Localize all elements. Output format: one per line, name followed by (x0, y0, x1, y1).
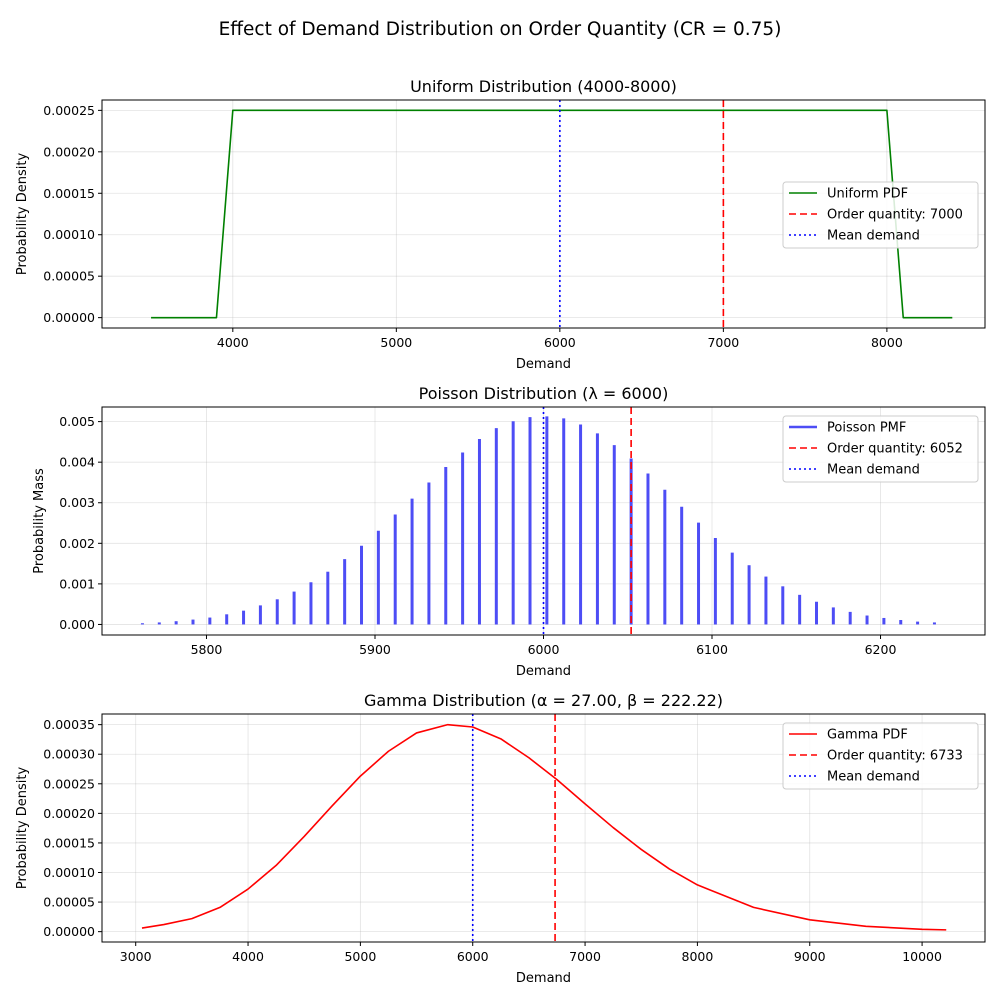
y-tick-label: 0.00025 (43, 103, 95, 118)
y-tick-label: 0.00030 (43, 747, 95, 762)
x-axis-label: Demand (516, 971, 571, 986)
y-axis-label: Probability Density (15, 153, 30, 276)
y-tick-label: 0.00000 (43, 310, 95, 325)
subplot-3: 3000 4000 5000 6000 7000 8000 9000 10000 0.00000… (15, 691, 986, 986)
y-tick-label: 0.000 (59, 617, 95, 632)
x-tick-label: 5800 (191, 642, 223, 657)
x-tick-label: 7000 (569, 949, 601, 964)
panel-title: Uniform Distribution (4000-8000) (410, 77, 677, 96)
axes-frame (101, 99, 986, 329)
axes-frame (101, 713, 986, 943)
y-tick-label: 0.00020 (43, 806, 95, 821)
legend-label: Mean demand (827, 463, 920, 478)
legend: Poisson PMF Order quantity: 6052 Mean dema… (782, 415, 979, 483)
x-tick-label: 10000 (902, 949, 942, 964)
x-tick-label: 4000 (217, 335, 249, 350)
x-tick-label: 8000 (682, 949, 714, 964)
x-tick-label: 5900 (359, 642, 391, 657)
legend: Gamma PDF Order quantity: 6733 Mean demand (782, 722, 979, 790)
legend-box (782, 181, 979, 249)
y-tick-label: 0.00005 (43, 895, 95, 910)
y-tick-label: 0.00010 (43, 865, 95, 880)
x-tick-label: 6100 (696, 642, 728, 657)
y-tick-label: 0.00035 (43, 717, 95, 732)
x-tick-label: 6200 (865, 642, 897, 657)
legend: Uniform PDF Order quantity: 7000 Mean dema… (782, 181, 979, 249)
legend-label: Mean demand (827, 770, 920, 785)
x-tick-label: 3000 (120, 949, 152, 964)
legend-label: Order quantity: 7000 (827, 208, 963, 223)
x-tick-label: 5000 (344, 949, 376, 964)
y-tick-label: 0.005 (59, 414, 95, 429)
x-axis-label: Demand (516, 664, 571, 679)
subplots: 4000 5000 6000 7000 80000.000000.000050.0001… (15, 77, 986, 986)
panel-title: Gamma Distribution (α = 27.00, β = 222.2… (364, 691, 723, 710)
legend-box (782, 722, 979, 790)
y-axis-label: Probability Mass (32, 468, 47, 574)
x-tick-label: 6000 (544, 335, 576, 350)
y-tick-label: 0.00020 (43, 144, 95, 159)
y-tick-label: 0.00000 (43, 924, 95, 939)
x-tick-label: 6000 (528, 642, 560, 657)
figure-suptitle: Effect of Demand Distribution on Order Q… (219, 19, 782, 40)
y-tick-label: 0.004 (59, 455, 95, 470)
y-axis-label: Probability Density (15, 767, 30, 890)
x-tick-label: 5000 (380, 335, 412, 350)
plot-area (151, 100, 953, 328)
y-tick-label: 0.001 (59, 576, 95, 591)
subplot-2: 5800 5900 6000 6100 6200 0.000 0.001 0.002 0.003… (32, 384, 986, 679)
x-axis-label: Demand (516, 357, 571, 372)
legend-label: Uniform PDF (827, 187, 908, 202)
subplot-1: 4000 5000 6000 7000 8000 0.00000 0.00005 0.0001… (15, 77, 986, 372)
legend-label: Gamma PDF (827, 728, 908, 743)
y-tick-label: 0.002 (59, 536, 95, 551)
series-line-1 (141, 723, 947, 931)
y-tick-label: 0.003 (59, 495, 95, 510)
panel-title: Poisson Distribution (λ = 6000) (419, 384, 669, 403)
plot-area (140, 407, 936, 635)
plot-area (141, 714, 947, 942)
legend-label: Poisson PMF (827, 421, 906, 436)
x-tick-label: 6000 (457, 949, 489, 964)
y-tick-label: 0.00010 (43, 227, 95, 242)
legend-box (782, 415, 979, 483)
y-tick-label: 0.00025 (43, 776, 95, 791)
legend-label: Order quantity: 6733 (827, 749, 963, 764)
y-tick-label: 0.00015 (43, 835, 95, 850)
y-tick-label: 0.00015 (43, 186, 95, 201)
x-tick-label: 9000 (794, 949, 826, 964)
x-tick-label: 4000 (232, 949, 264, 964)
legend-label: Order quantity: 6052 (827, 442, 963, 457)
x-tick-label: 7000 (707, 335, 739, 350)
legend-label: Mean demand (827, 229, 920, 244)
y-tick-label: 0.00005 (43, 269, 95, 284)
x-tick-label: 8000 (871, 335, 903, 350)
